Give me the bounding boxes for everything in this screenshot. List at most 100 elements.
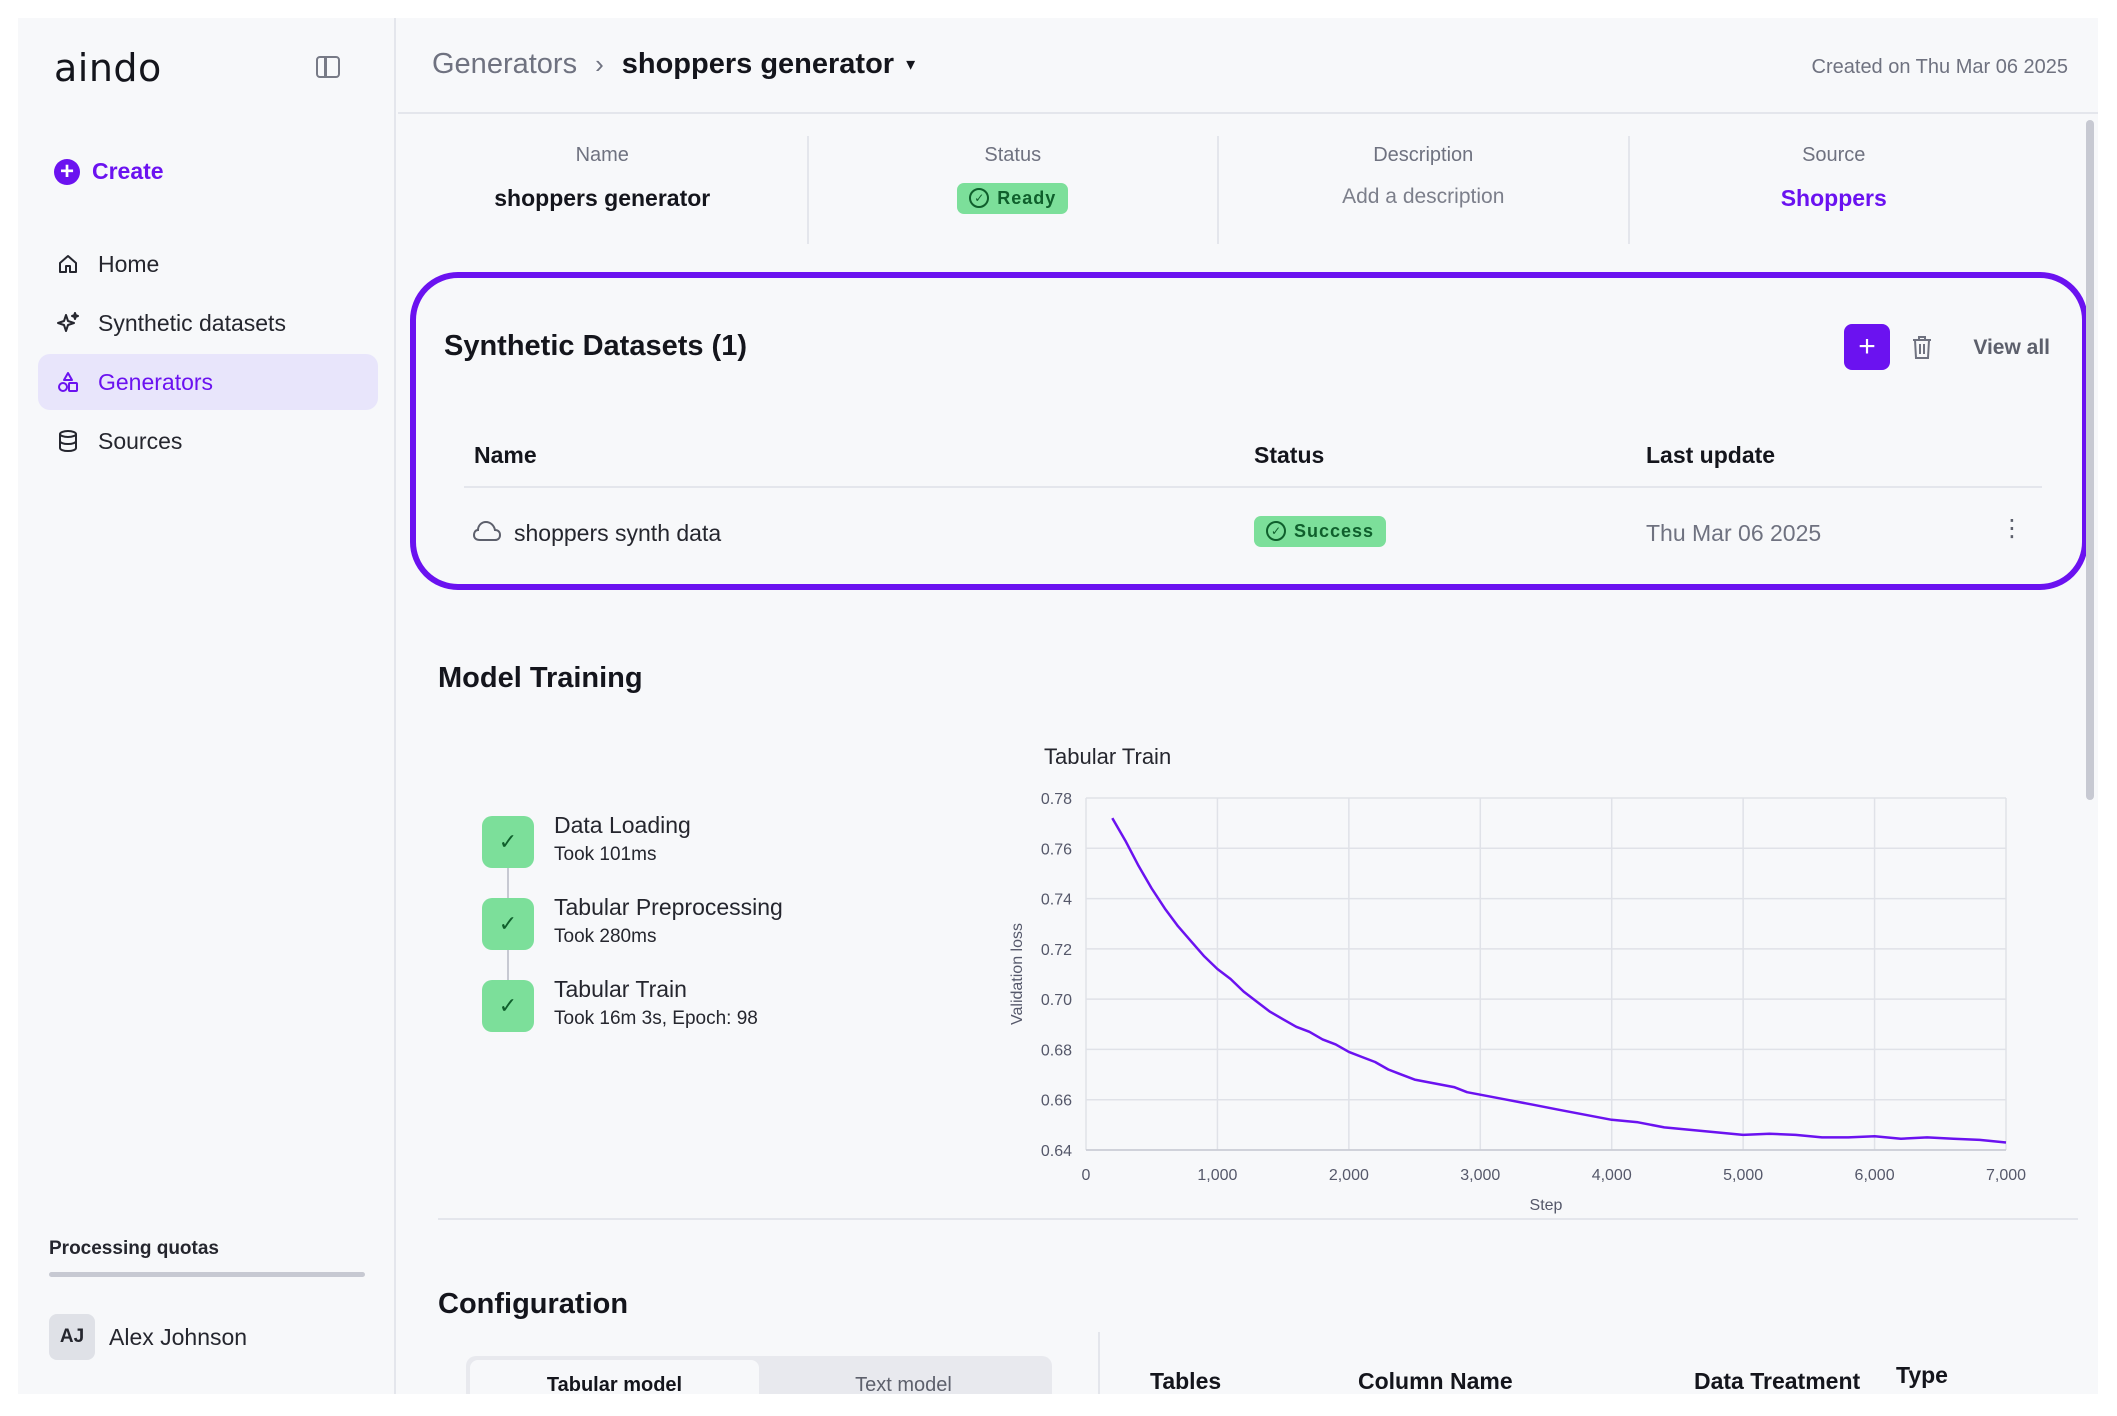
training-chart: Tabular Train 0.64 0.66 0.68 0.70 0.72 0.74 0.7…	[998, 718, 2058, 1238]
quota-progress-bar	[49, 1272, 365, 1277]
created-date: Created on Thu Mar 06 2025	[1811, 56, 2068, 78]
column-header-data-treatment: Data Treatment	[1694, 1368, 1861, 1394]
description-input[interactable]: Add a description	[1342, 185, 1505, 208]
add-dataset-button[interactable]: +	[1844, 324, 1890, 370]
synthetic-datasets-card: Synthetic Datasets (1) + View all Name S…	[410, 272, 2088, 590]
column-header-tables: Tables	[1150, 1368, 1222, 1394]
status-badge-label: Ready	[997, 187, 1057, 208]
user-menu[interactable]: AJ Alex Johnson	[49, 1314, 247, 1360]
chevron-down-icon[interactable]: ▾	[906, 54, 916, 74]
step-connector	[507, 950, 509, 980]
sidebar-item-generators[interactable]: Generators	[38, 354, 378, 410]
step-name: Tabular Preprocessing	[554, 894, 783, 920]
y-tick-label: 0.78	[1041, 791, 1072, 808]
step-detail: Took 101ms	[554, 844, 657, 865]
breadcrumb-generators-link[interactable]: Generators	[432, 48, 578, 80]
sidebar-item-label: Generators	[98, 368, 214, 395]
sidebar-item-label: Home	[98, 250, 160, 277]
quota-label: Processing quotas	[49, 1238, 219, 1259]
vertical-divider	[1098, 1332, 1100, 1394]
y-tick-label: 0.64	[1041, 1143, 1072, 1160]
x-tick-label: 3,000	[1460, 1167, 1500, 1184]
more-vertical-icon[interactable]: ⋮	[2000, 515, 2024, 542]
scrollbar[interactable]	[2086, 120, 2094, 800]
validation-loss-line	[1111, 817, 2007, 1144]
info-status-label: Status	[984, 144, 1042, 166]
table-row[interactable]: shoppers synth data ✓ Success Thu Mar 06 …	[464, 514, 2042, 562]
step-detail: Took 280ms	[554, 926, 657, 947]
create-button[interactable]: + Create	[54, 158, 164, 185]
status-badge-label: Success	[1294, 520, 1375, 541]
step-connector	[507, 868, 509, 898]
sidebar-item-home[interactable]: Home	[38, 236, 378, 292]
sidebar-item-label: Sources	[98, 427, 183, 454]
sidebar-item-label: Synthetic datasets	[98, 309, 286, 336]
y-tick-label: 0.74	[1041, 892, 1072, 909]
sidebar-item-synthetic-datasets[interactable]: Synthetic datasets	[38, 295, 378, 351]
model-training-title: Model Training	[438, 662, 643, 694]
breadcrumb-current[interactable]: shoppers generator	[621, 48, 895, 80]
info-name: Name shoppers generator	[398, 136, 809, 244]
source-link[interactable]: Shoppers	[1780, 185, 1887, 211]
user-name: Alex Johnson	[109, 1323, 248, 1350]
generator-info: Name shoppers generator Status ✓ Ready De…	[398, 114, 2038, 254]
info-source-label: Source	[1802, 144, 1866, 166]
plus-icon: +	[1858, 330, 1876, 363]
x-tick-label: 5,000	[1723, 1167, 1763, 1184]
logo: aindo	[54, 46, 162, 90]
info-description-label: Description	[1373, 144, 1474, 166]
y-tick-label: 0.68	[1041, 1042, 1072, 1059]
info-source: Source Shoppers	[1630, 136, 2039, 244]
step-detail: Took 16m 3s, Epoch: 98	[554, 1008, 758, 1029]
x-tick-label: 6,000	[1855, 1167, 1895, 1184]
top-bar: Generators › shoppers generator ▾ Create…	[398, 18, 2098, 114]
column-header-last-update: Last update	[1646, 442, 1776, 468]
x-tick-label: 0	[1082, 1167, 1091, 1184]
y-tick-label: 0.66	[1041, 1093, 1072, 1110]
info-status-value: ✓ Ready	[809, 181, 1218, 214]
tab-tabular-model[interactable]: Tabular model	[470, 1360, 759, 1394]
sidebar-toggle-icon[interactable]	[316, 56, 340, 78]
dataset-status: ✓ Success	[1254, 514, 1387, 547]
info-status: Status ✓ Ready	[809, 136, 1219, 244]
x-tick-label: 1,000	[1197, 1167, 1237, 1184]
y-tick-label: 0.70	[1041, 992, 1072, 1009]
synthetic-datasets-title: Synthetic Datasets (1)	[444, 330, 747, 362]
info-description: Description Add a description	[1219, 136, 1630, 244]
configuration-title: Configuration	[438, 1288, 629, 1320]
x-tick-label: 2,000	[1329, 1167, 1369, 1184]
sidebar-nav: Home Synthetic datasets Generators Sourc…	[38, 236, 378, 472]
home-icon	[56, 252, 80, 276]
dataset-name[interactable]: shoppers synth data	[514, 520, 722, 546]
chevron-right-icon: ›	[595, 49, 604, 79]
sidebar: aindo + Create Home Synthetic datasets	[18, 18, 396, 1394]
main-content: Generators › shoppers generator ▾ Create…	[398, 18, 2098, 1394]
check-icon: ✓	[482, 980, 534, 1032]
status-badge: ✓ Success	[1254, 515, 1387, 547]
cloud-icon	[472, 520, 502, 541]
view-all-link[interactable]: View all	[1973, 336, 2050, 359]
column-header-name: Name	[474, 442, 537, 468]
dataset-last-update: Thu Mar 06 2025	[1646, 520, 1822, 546]
x-axis-label: Step	[1530, 1197, 1563, 1214]
column-header-type: Type	[1896, 1362, 1948, 1388]
section-divider	[438, 1218, 2078, 1220]
column-header-status: Status	[1254, 442, 1325, 468]
step-name: Tabular Train	[554, 976, 687, 1002]
x-tick-label: 7,000	[1986, 1167, 2026, 1184]
check-icon: ✓	[482, 898, 534, 950]
y-tick-label: 0.72	[1041, 942, 1072, 959]
avatar: AJ	[49, 1314, 95, 1360]
model-tabs: Tabular model Text model	[466, 1356, 1052, 1394]
column-header-column-name: Column Name	[1358, 1368, 1513, 1394]
info-name-value: shoppers generator	[494, 185, 711, 211]
datasets-table-header: Name Status Last update	[464, 436, 2042, 488]
tab-text-model[interactable]: Text model	[855, 1374, 952, 1394]
trash-icon[interactable]	[1910, 334, 1934, 360]
shapes-icon	[56, 370, 80, 394]
info-name-label: Name	[575, 144, 629, 166]
check-circle-icon: ✓	[1266, 521, 1286, 541]
breadcrumb: Generators › shoppers generator ▾	[432, 48, 915, 81]
sidebar-item-sources[interactable]: Sources	[38, 413, 378, 469]
y-axis-label: Validation loss	[1009, 923, 1026, 1025]
